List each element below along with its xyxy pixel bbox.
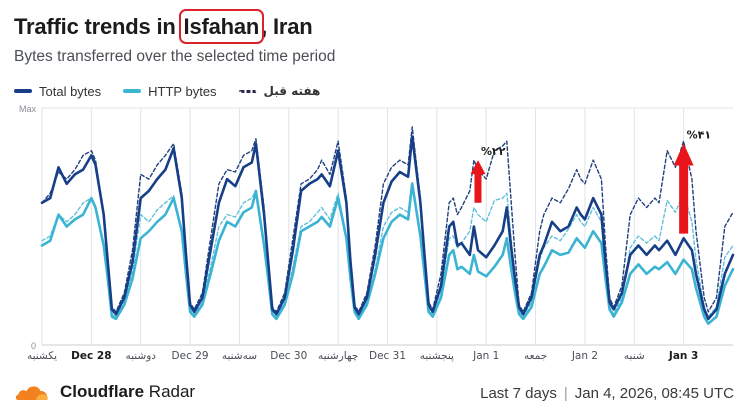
time-range[interactable]: Last 7 days <box>480 385 557 402</box>
footer: Cloudflare Radar Last 7 days | Jan 4, 2026… <box>0 376 750 412</box>
x-tick-label: Dec 29 <box>172 350 209 362</box>
legend-label-previous-week: هفته قبل <box>263 84 321 98</box>
x-tick-label: Dec 30 <box>270 350 307 362</box>
x-tick-label: Jan 3 <box>668 350 698 362</box>
y-tick-label: 0 <box>31 341 36 351</box>
series-line-total <box>40 135 735 321</box>
page-title: Traffic trends in Isfahan, Iran <box>14 9 313 44</box>
series-line-http <box>40 182 735 325</box>
annotation-arrow: %۲۲ <box>470 145 506 203</box>
title-suffix: , Iran <box>261 14 313 39</box>
brand-name-light: Radar <box>144 382 196 401</box>
title-prefix: Traffic trends in <box>14 14 182 39</box>
meta-separator: | <box>563 385 568 402</box>
legend-label-http: HTTP bytes <box>148 83 217 99</box>
arrow-shape <box>673 143 694 234</box>
brand[interactable]: Cloudflare Radar <box>14 382 195 402</box>
x-tick-label: Jan 1 <box>472 350 499 362</box>
x-tick-label: دوشنبه <box>125 350 156 362</box>
legend-swatch-http <box>123 89 142 93</box>
cloudflare-logo-icon <box>15 386 48 400</box>
x-tick-label: Jan 2 <box>571 350 598 362</box>
legend-swatch-total <box>14 89 32 93</box>
x-tick-label: یکشنبه <box>27 350 57 362</box>
title-highlight-city: Isfahan <box>178 9 264 44</box>
arrow-shape <box>470 160 486 203</box>
annotation-arrow: %۴۱ <box>673 129 711 234</box>
legend-swatch-previous-week <box>238 89 257 93</box>
page-subtitle: Bytes transferred over the selected time… <box>14 48 336 65</box>
annotation-label: %۲۲ <box>481 145 506 158</box>
legend-label-total: Total bytes <box>39 83 102 99</box>
x-tick-label: Dec 31 <box>369 350 406 362</box>
legend-item-previous-week[interactable]: هفته قبل <box>238 84 321 98</box>
traffic-line-chart[interactable]: 0 Max یکشنبه Dec 28 دوشنبه Dec 29 سه‌شنبه Dec 3… <box>0 95 750 373</box>
x-tick-label: شنبه <box>624 350 645 362</box>
annotation-label: %۴۱ <box>687 129 711 142</box>
chart-legend: Total bytes HTTP bytes هفته قبل <box>14 82 342 100</box>
x-tick-label: چهارشنبه <box>318 350 358 362</box>
brand-name-bold: Cloudflare <box>60 382 145 401</box>
x-tick-label: جمعه <box>524 350 547 362</box>
time-range-info: Last 7 days | Jan 4, 2026, 08:45 UTC <box>480 385 734 402</box>
brand-name: Cloudflare Radar <box>60 382 195 402</box>
legend-item-total-bytes[interactable]: Total bytes <box>14 84 101 99</box>
timestamp: Jan 4, 2026, 08:45 UTC <box>574 385 734 402</box>
legend-item-http-bytes[interactable]: HTTP bytes <box>123 83 217 99</box>
x-tick-label: پنجشنبه <box>420 350 454 362</box>
x-tick-label: Dec 28 <box>71 350 111 362</box>
x-tick-label: سه‌شنبه <box>222 350 257 362</box>
y-tick-label: Max <box>19 104 37 114</box>
